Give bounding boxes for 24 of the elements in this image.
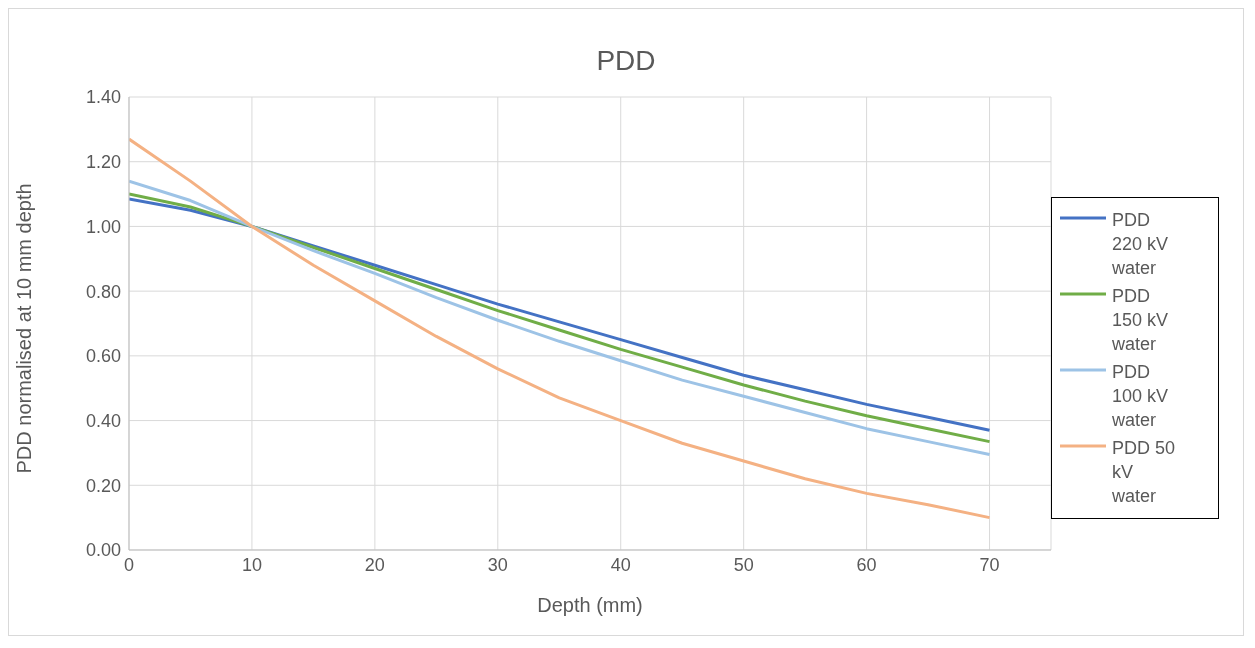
y-axis-title: PDD normalised at 10 mm depth (13, 183, 36, 474)
x-tick-label: 10 (241, 554, 262, 575)
x-tick-label: 20 (364, 554, 385, 575)
y-tick-label: 0.80 (85, 281, 121, 302)
legend-label: PDD 100 kV water (1112, 360, 1170, 432)
chart-title: PDD (595, 44, 657, 78)
y-tick-label: 1.40 (85, 87, 121, 108)
legend-label: PDD 50 kV water (1112, 436, 1177, 508)
x-tick-label: 70 (979, 554, 1000, 575)
x-tick-label: 40 (610, 554, 631, 575)
y-tick-label: 0.00 (85, 540, 121, 561)
legend-label: PDD 150 kV water (1112, 284, 1170, 356)
y-tick-label: 0.20 (85, 475, 121, 496)
y-tick-label: 1.00 (85, 216, 121, 237)
x-tick-label: 60 (856, 554, 877, 575)
legend-label: PDD 220 kV water (1112, 208, 1170, 280)
y-tick-label: 0.40 (85, 410, 121, 431)
x-axis-title: Depth (mm) (537, 594, 643, 616)
x-tick-label: 50 (733, 554, 754, 575)
x-tick-label: 30 (487, 554, 508, 575)
y-tick-label: 0.60 (85, 346, 121, 367)
x-tick-label: 0 (123, 554, 135, 575)
line-series (129, 137, 992, 520)
y-tick-label: 1.20 (85, 152, 121, 173)
